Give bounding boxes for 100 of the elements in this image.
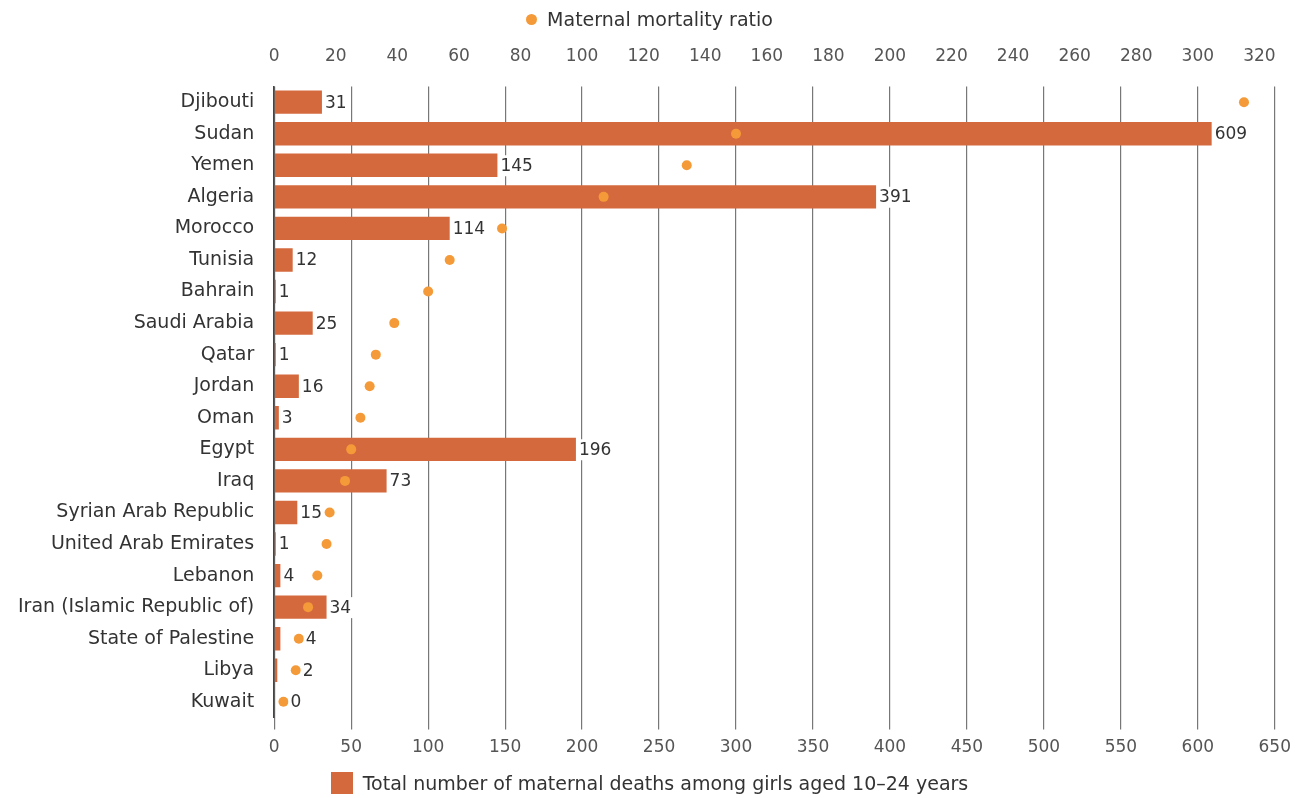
data-label: 145 [500,154,533,175]
x2-tick-label: 300 [1181,44,1215,65]
point [364,381,375,392]
point [370,349,381,360]
x-tick-label: 350 [796,736,830,757]
point [278,696,289,707]
point [303,602,314,613]
bar [274,90,322,114]
point [340,475,351,486]
x2-tick-label: 320 [1243,44,1276,65]
y-tick-label: Saudi Arabia [133,310,255,333]
x2-tick-label: 180 [812,44,845,65]
data-label: 73 [389,470,412,491]
point [444,254,455,265]
point [312,570,323,581]
x-tick-label: 200 [565,736,599,757]
bar [274,437,576,462]
x-tick-label: 550 [1104,736,1138,757]
data-label: 0 [290,691,302,712]
x2-tick-label: 20 [324,44,347,65]
x-tick-label: 150 [488,736,522,757]
data-label: 3 [281,407,293,428]
y-tick-label: Morocco [174,215,255,238]
y-tick-label: Bahrain [180,278,255,301]
x-tick-label: 600 [1181,736,1215,757]
point [321,539,332,550]
data-label: 1 [278,280,290,301]
x-tick-label: 250 [642,736,676,757]
data-label: 609 [1214,123,1248,144]
y-tick-label: Libya [203,657,255,680]
point [1238,97,1249,108]
x2-tick-label: 200 [873,44,907,65]
y-tick-label: United Arab Emirates [50,530,255,553]
y-tick-label: Jordan [192,373,255,396]
x2-tick-label: 60 [448,44,470,65]
y-tick-label: Yemen [190,152,255,175]
bar [274,185,877,209]
bar [274,374,299,398]
data-label: 15 [300,501,322,522]
data-label: 114 [452,217,486,238]
x2-tick-label: 160 [750,44,784,65]
data-label: 34 [329,596,352,617]
y-tick-label: State of Palestine [87,625,255,648]
point [324,507,335,518]
data-label: 31 [324,91,347,112]
y-tick-label: Iran (Islamic Republic of) [17,594,255,617]
data-label: 12 [295,249,318,270]
point [681,160,692,171]
x-tick-label: 100 [411,736,445,757]
y-tick-label: Kuwait [190,688,255,711]
bar [274,248,293,272]
x-tick-label: 450 [950,736,984,757]
x-tick-label: 50 [340,736,363,757]
data-label: 25 [315,312,338,333]
x-tick-label: 500 [1027,736,1061,757]
bar [274,469,387,493]
x-tick-label: 0 [268,736,280,757]
y-tick-label: Oman [197,404,255,427]
point [731,128,742,139]
bar [274,153,498,177]
x2-tick-label: 80 [509,44,532,65]
x2-tick-label: 40 [386,44,409,65]
legend-label: Maternal mortality ratio [547,8,773,30]
point [497,223,508,234]
x-tick-label: 650 [1258,736,1291,757]
x2-tick-label: 260 [1058,44,1091,65]
y-tick-label: Egypt [199,436,255,459]
point [355,412,366,423]
x2-tick-label: 240 [996,44,1030,65]
data-label: 196 [578,438,612,459]
y-tick-label: Lebanon [172,562,255,585]
bar [274,216,450,241]
bar [274,595,327,619]
y-tick-label: Qatar [200,341,255,364]
bar [274,406,279,430]
point [293,633,304,644]
y-tick-label: Iraq [217,467,255,490]
x2-tick-label: 120 [627,44,660,65]
point [598,191,609,202]
bar [274,122,1212,146]
x2-tick-label: 220 [935,44,968,65]
y-tick-label: Algeria [187,183,255,206]
x2-tick-label: 100 [565,44,599,65]
data-label: 4 [283,565,295,585]
bar [274,500,298,525]
data-label: 4 [305,628,317,649]
x-tick-label: 400 [873,736,907,757]
data-label: 16 [301,375,324,396]
point [423,286,434,297]
point [290,665,301,676]
data-label: 1 [278,344,290,365]
data-label: 2 [302,659,314,680]
x-tick-label: 300 [719,736,753,757]
x2-tick-label: 280 [1120,44,1153,65]
point [389,318,400,329]
y-tick-label: Tunisia [188,246,255,269]
x2-tick-label: 0 [268,44,280,65]
y-tick-label: Djibouti [180,89,255,112]
data-label: 391 [879,186,912,207]
legend-label: Total number of maternal deaths among girls aged 10–24 years [362,772,969,794]
